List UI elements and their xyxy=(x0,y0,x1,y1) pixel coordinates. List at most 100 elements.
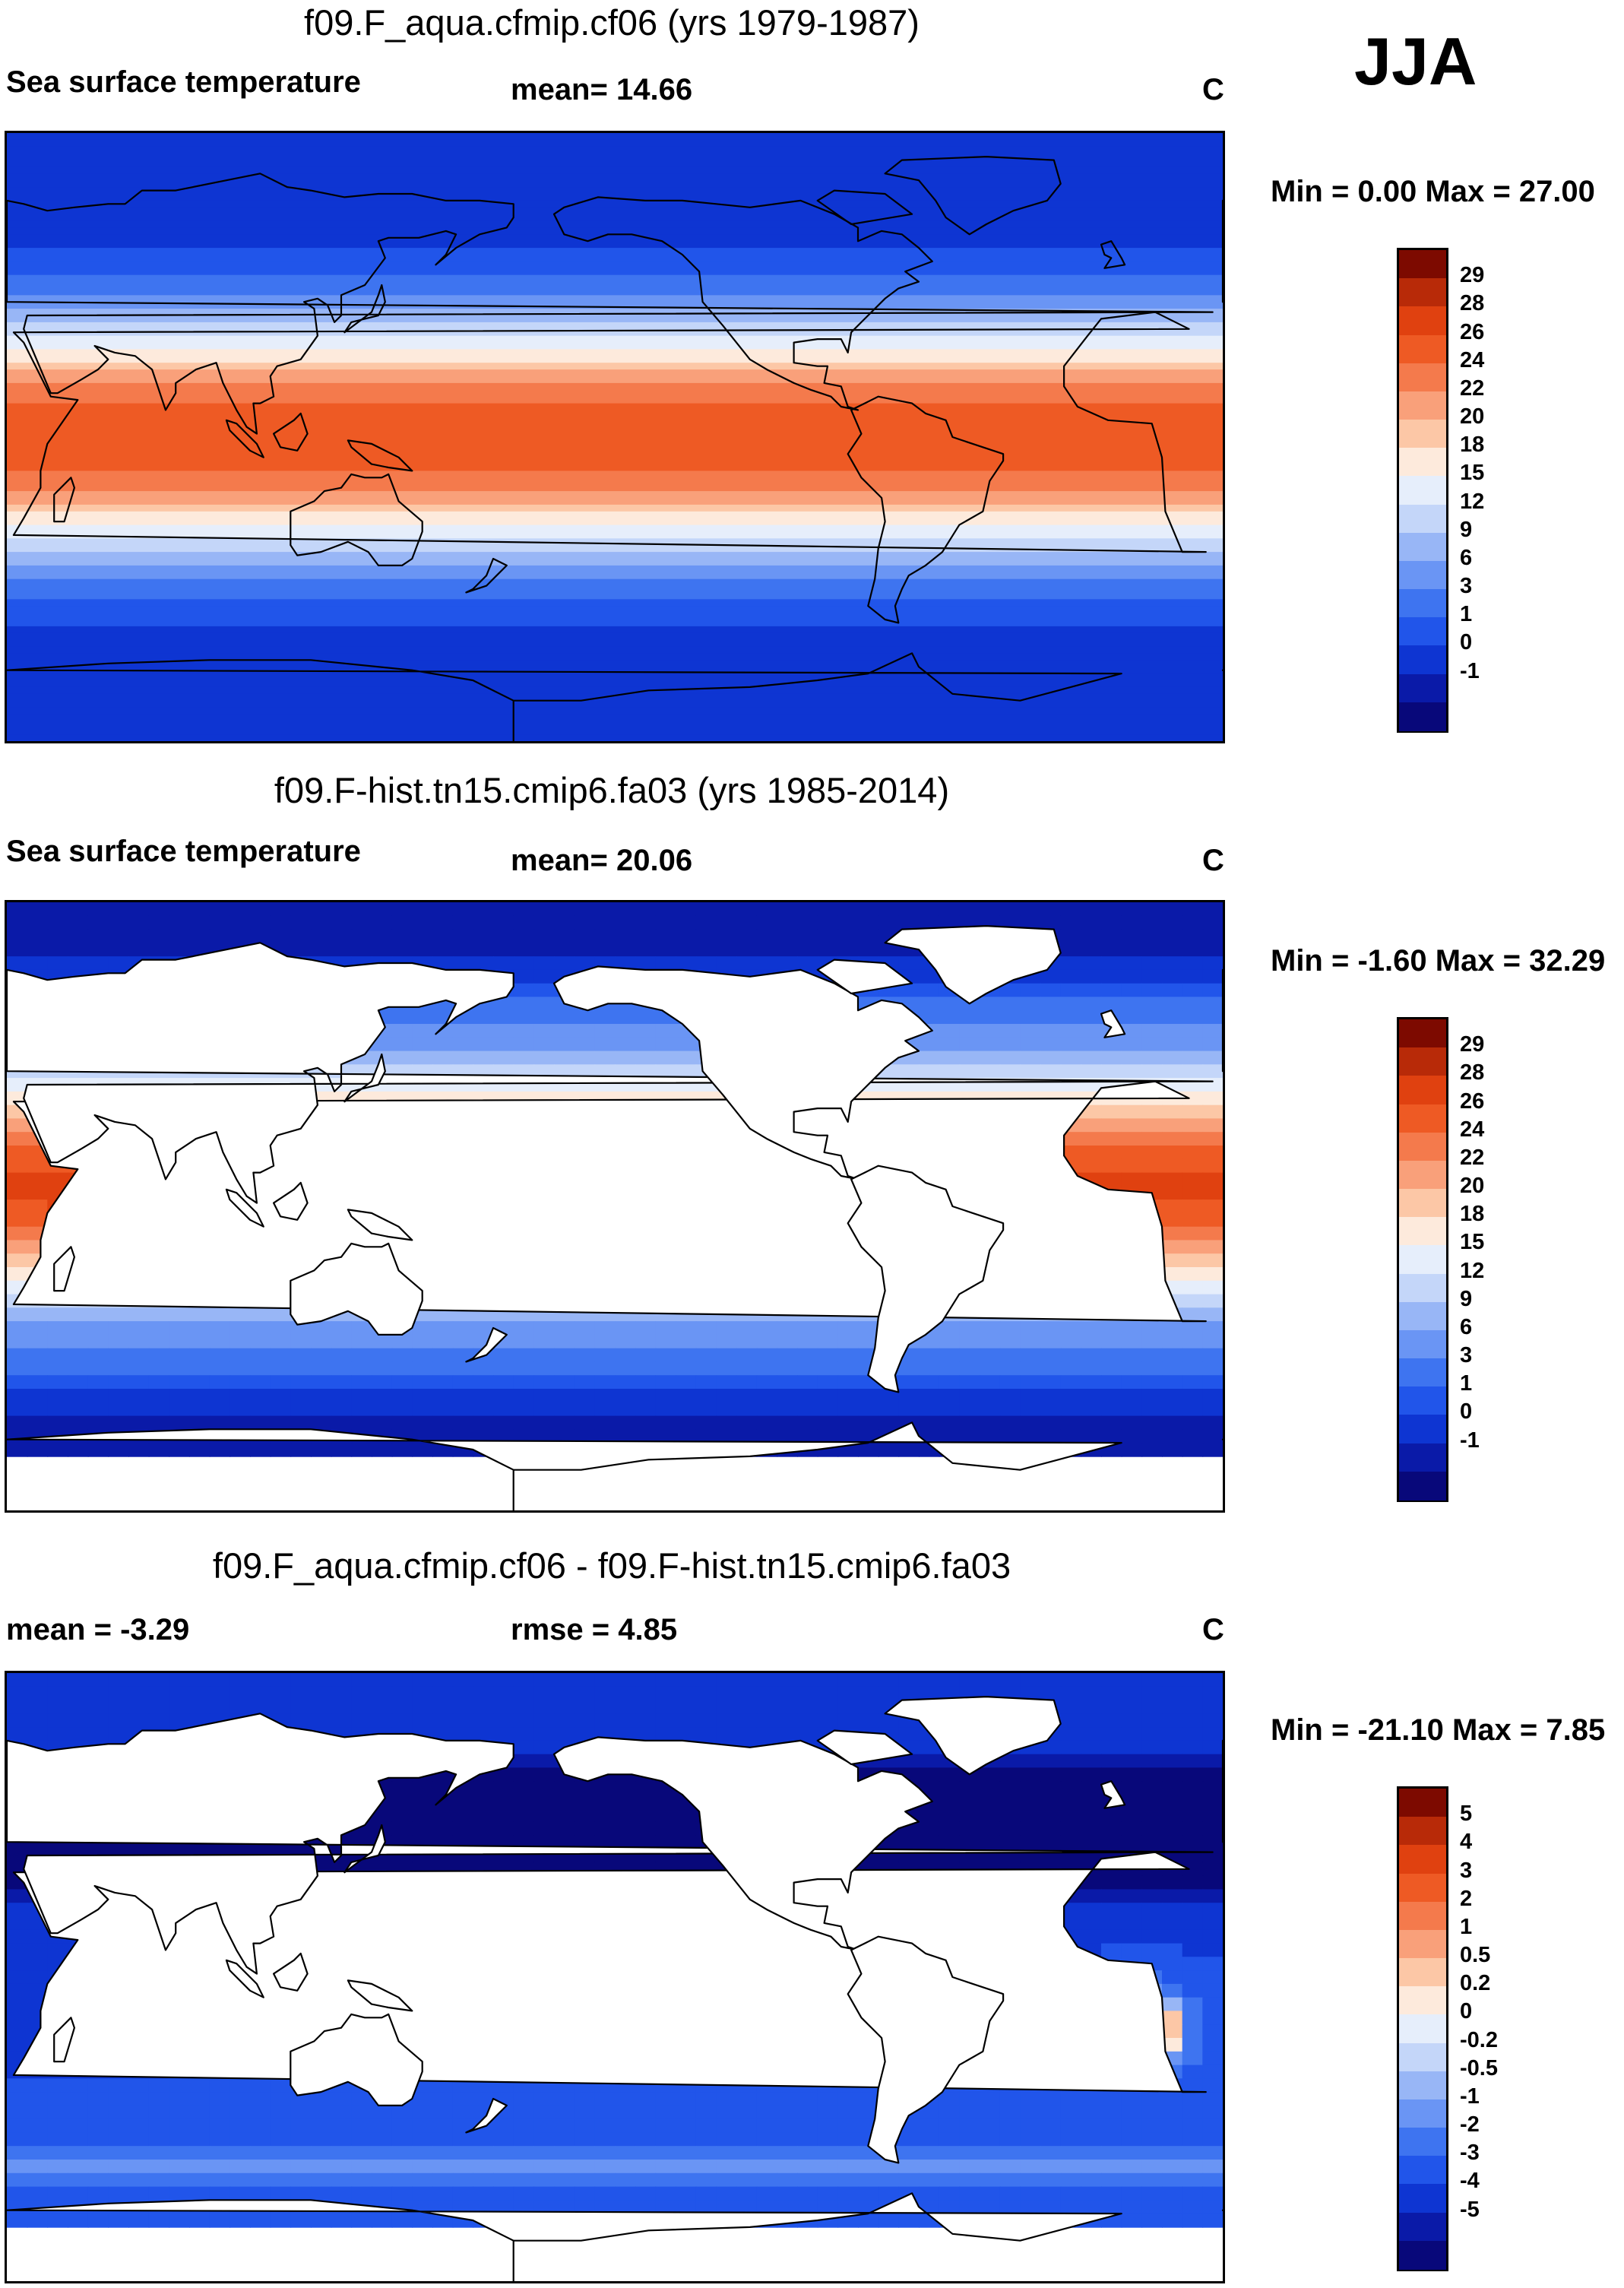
land-australia xyxy=(290,1242,423,1336)
land-antarctica xyxy=(7,2192,1122,2281)
colorbar-swatch xyxy=(1399,1471,1446,1501)
land-uk xyxy=(1100,1780,1126,1809)
panel-2-minmax: Min = -1.60 Max = 32.29 xyxy=(1271,944,1606,978)
colorbar-tick-label: 26 xyxy=(1460,319,1485,344)
panel-1-title: f09.F_aqua.cfmip.cf06 (yrs 1979-1987) xyxy=(304,2,920,43)
colorbar-swatch xyxy=(1399,250,1446,279)
land-namerica xyxy=(552,196,933,411)
land-nz xyxy=(465,557,508,594)
land-baffin xyxy=(816,1729,913,1766)
colorbar-tick-label: 18 xyxy=(1460,433,1485,458)
colorbar-swatch xyxy=(1399,1189,1446,1218)
colorbar-tick-label: -0.2 xyxy=(1460,2027,1498,2052)
land-samerica xyxy=(847,395,1005,624)
panel-1-mean: mean= 14.66 xyxy=(511,73,693,106)
colorbar-swatch xyxy=(1399,1845,1446,1874)
colorbar-swatch xyxy=(1399,1047,1446,1076)
panel-2-colorbar: 29 28 26 24 22 20 18 15 12 9 6 3 1 0 -1 xyxy=(1397,1017,1484,1502)
land-sumatra xyxy=(225,419,264,458)
colorbar-tick-label: 0 xyxy=(1460,1399,1473,1424)
colorbar-swatch xyxy=(1399,1929,1446,1959)
colorbar-swatch xyxy=(1399,1817,1446,1846)
colorbar-tick-label: -4 xyxy=(1460,2169,1480,2194)
colorbar-tick-label: 29 xyxy=(1460,263,1485,288)
colorbar-tick-label: 1 xyxy=(1460,1371,1473,1396)
colorbar-swatch xyxy=(1399,1958,1446,1987)
land-greenland xyxy=(884,156,1062,236)
panel-3-map xyxy=(5,1671,1225,2283)
colorbar-swatch xyxy=(1399,278,1446,307)
colorbar-swatch xyxy=(1399,2156,1446,2185)
land-australia xyxy=(290,473,423,567)
land-greenland xyxy=(884,1696,1062,1776)
colorbar-tick-label: 9 xyxy=(1460,1286,1473,1311)
colorbar-tick-label: 0.5 xyxy=(1460,1943,1491,1968)
colorbar-swatch xyxy=(1399,1245,1446,1275)
colorbar-swatch xyxy=(1399,306,1446,336)
colorbar-swatch xyxy=(1399,363,1446,392)
land-baffin xyxy=(816,189,913,226)
colorbar-swatch xyxy=(1399,2014,1446,2044)
colorbar-swatch xyxy=(1399,504,1446,534)
land-sumatra xyxy=(225,1959,264,1998)
land-eurasia xyxy=(7,173,1214,435)
land-nz xyxy=(465,1326,508,1363)
land-borneo xyxy=(273,412,309,452)
colorbar-tick-label: 3 xyxy=(1460,574,1473,599)
colorbar-tick-label: 4 xyxy=(1460,1830,1473,1855)
land-uk xyxy=(1100,1009,1126,1038)
colorbar-swatch xyxy=(1399,2042,1446,2072)
colorbar-tick-label: -2 xyxy=(1460,2112,1480,2137)
colorbar-tick-label: 26 xyxy=(1460,1089,1485,1114)
colorbar-tick-label: 24 xyxy=(1460,347,1485,372)
colorbar-tick-label: -5 xyxy=(1460,2197,1480,2222)
panel-2-units: C xyxy=(1202,844,1224,877)
panel-3-mean: mean = -3.29 xyxy=(6,1613,190,1646)
panel-2-left-label: Sea surface temperature xyxy=(6,835,361,868)
colorbar-swatch xyxy=(1399,1873,1446,1903)
colorbar-swatch xyxy=(1399,1076,1446,1105)
colorbar-tick-label: 12 xyxy=(1460,1258,1485,1283)
land-japan xyxy=(343,284,386,334)
panel-3-colorbar: 5 4 3 2 1 0.5 0.2 0 -0.2 -0.5 -1 -2 -3 -4 -5 xyxy=(1397,1786,1498,2271)
colorbar-swatch xyxy=(1399,1104,1446,1133)
colorbar-swatch xyxy=(1399,617,1446,647)
colorbar-swatch xyxy=(1399,2240,1446,2270)
colorbar-tick-label: 28 xyxy=(1460,1060,1485,1085)
land-borneo xyxy=(273,1952,309,1992)
colorbar-tick-label: 3 xyxy=(1460,1343,1473,1368)
colorbar-tick-label: -0.5 xyxy=(1460,2055,1498,2080)
land-newguinea xyxy=(347,1209,413,1241)
colorbar-swatch xyxy=(1399,2128,1446,2156)
colorbar-swatch xyxy=(1399,2212,1446,2242)
land-newguinea xyxy=(347,1979,413,2012)
panel-3-rmse: rmse = 4.85 xyxy=(511,1613,678,1646)
colorbar-swatch xyxy=(1399,589,1446,618)
land-madagascar xyxy=(53,477,76,523)
panel-3-title: f09.F_aqua.cfmip.cf06 - f09.F-hist.tn15.… xyxy=(212,1545,1011,1586)
colorbar-swatch xyxy=(1399,1415,1446,1444)
colorbar-swatch xyxy=(1399,2071,1446,2100)
colorbar-swatch xyxy=(1399,334,1446,364)
colorbar-tick-label: 15 xyxy=(1460,461,1485,486)
panel-2-title: f09.F-hist.tn15.cmip6.fa03 (yrs 1985-201… xyxy=(274,770,950,810)
colorbar-tick-label: 28 xyxy=(1460,291,1485,316)
land-greenland xyxy=(884,925,1062,1005)
panel-2-mean: mean= 20.06 xyxy=(511,844,693,877)
colorbar-tick-label: 2 xyxy=(1460,1886,1473,1911)
land-antarctica xyxy=(7,652,1122,741)
panel-3-units: C xyxy=(1202,1613,1224,1646)
colorbar-swatch xyxy=(1399,1273,1446,1303)
colorbar-swatch xyxy=(1399,532,1446,562)
colorbar-swatch xyxy=(1399,1329,1446,1359)
colorbar-swatch xyxy=(1399,1386,1446,1416)
colorbar-tick-label: 6 xyxy=(1460,1314,1473,1339)
land-uk xyxy=(1100,240,1126,269)
land-antarctica xyxy=(7,1421,1122,1510)
colorbar-swatch xyxy=(1399,1986,1446,2015)
land-japan xyxy=(343,1824,386,1874)
colorbar-swatch xyxy=(1399,1132,1446,1161)
colorbar-tick-label: 12 xyxy=(1460,489,1485,514)
land-africa xyxy=(12,311,1207,553)
colorbar-tick-label: 0 xyxy=(1460,1999,1473,2024)
